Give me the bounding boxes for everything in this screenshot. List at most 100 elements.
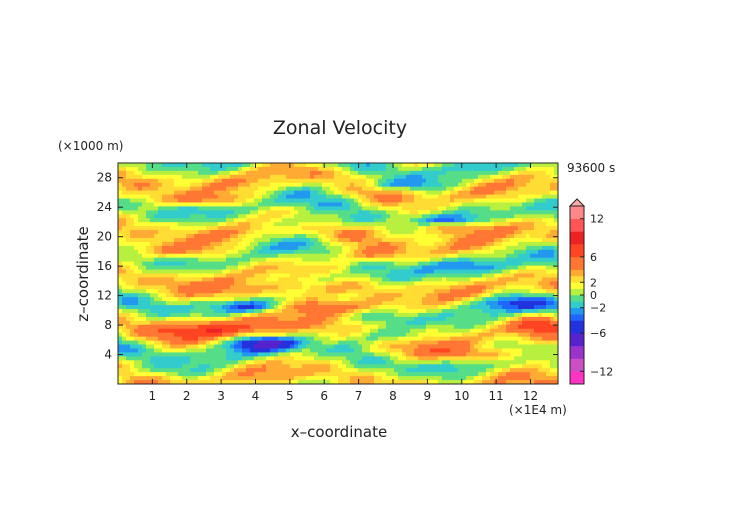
heatmap-cell <box>230 273 235 278</box>
heatmap-cell <box>402 253 407 259</box>
heatmap-cell <box>490 163 495 168</box>
heatmap-cell <box>286 241 291 247</box>
heatmap-cell <box>134 261 139 267</box>
heatmap-cell <box>126 297 131 302</box>
heatmap-cell <box>230 178 235 184</box>
heatmap-cell <box>454 336 459 342</box>
heatmap-cell <box>262 194 267 200</box>
heatmap-cell <box>162 261 167 267</box>
heatmap-cell <box>250 324 255 330</box>
heatmap-cell <box>186 320 191 326</box>
heatmap-cell <box>542 210 547 215</box>
heatmap-cell <box>286 312 291 318</box>
heatmap-cell <box>386 226 391 231</box>
heatmap-cell <box>362 241 367 247</box>
heatmap-cell <box>490 182 495 188</box>
heatmap-cell <box>146 312 151 318</box>
heatmap-cell <box>506 320 511 326</box>
heatmap-cell <box>358 309 363 314</box>
heatmap-cell <box>502 226 507 231</box>
heatmap-cell <box>474 210 479 215</box>
heatmap-cell <box>378 202 383 207</box>
heatmap-cell <box>382 174 387 180</box>
heatmap-cell <box>474 289 479 294</box>
heatmap-cell <box>394 214 399 219</box>
heatmap-cell <box>290 210 295 215</box>
heatmap-cell <box>258 218 263 223</box>
heatmap-cell <box>362 163 367 168</box>
heatmap-cell <box>298 178 303 184</box>
heatmap-cell <box>190 241 195 247</box>
heatmap-cell <box>514 241 519 247</box>
heatmap-cell <box>142 245 147 251</box>
heatmap-cell <box>458 249 463 255</box>
heatmap-cell <box>422 166 427 172</box>
heatmap-cell <box>166 305 171 310</box>
heatmap-cell <box>226 222 231 227</box>
heatmap-cell <box>354 214 359 219</box>
heatmap-cell <box>378 237 383 243</box>
heatmap-cell <box>190 312 195 318</box>
heatmap-cell <box>494 289 499 294</box>
heatmap-cell <box>250 253 255 259</box>
heatmap-cell <box>138 269 143 274</box>
heatmap-cell <box>402 182 407 188</box>
heatmap-cell <box>498 198 503 203</box>
heatmap-cell <box>334 332 339 338</box>
heatmap-cell <box>518 301 523 306</box>
heatmap-cell <box>530 320 535 326</box>
heatmap-cell <box>302 309 307 314</box>
heatmap-cell <box>426 202 431 207</box>
heatmap-cell <box>466 324 471 330</box>
heatmap-cell <box>258 222 263 227</box>
heatmap-cell <box>254 202 259 207</box>
heatmap-cell <box>266 289 271 294</box>
heatmap-cell <box>458 194 463 200</box>
heatmap-cell <box>290 166 295 172</box>
heatmap-cell <box>226 218 231 223</box>
heatmap-cell <box>162 301 167 306</box>
heatmap-cell <box>406 214 411 219</box>
heatmap-cell <box>350 301 355 306</box>
heatmap-cell <box>118 210 123 215</box>
heatmap-cell <box>278 202 283 207</box>
heatmap-cell <box>418 273 423 278</box>
heatmap-cell <box>310 202 315 207</box>
heatmap-cell <box>190 293 195 298</box>
heatmap-cell <box>490 285 495 290</box>
heatmap-cell <box>466 186 471 192</box>
heatmap-cell <box>474 320 479 326</box>
heatmap-cell <box>422 206 427 211</box>
heatmap-cell <box>450 273 455 278</box>
heatmap-cell <box>502 293 507 298</box>
heatmap-cell <box>470 245 475 251</box>
heatmap-cell <box>534 166 539 172</box>
heatmap-cell <box>502 182 507 188</box>
heatmap-cell <box>354 277 359 282</box>
heatmap-cell <box>414 249 419 255</box>
heatmap-cell <box>222 206 227 211</box>
heatmap-cell <box>350 265 355 271</box>
heatmap-cell <box>394 163 399 168</box>
heatmap-cell <box>330 206 335 211</box>
heatmap-cell <box>386 293 391 298</box>
heatmap-cell <box>214 336 219 342</box>
heatmap-cell <box>270 245 275 251</box>
heatmap-cell <box>318 261 323 267</box>
heatmap-cell <box>126 190 131 196</box>
heatmap-cell <box>530 269 535 274</box>
heatmap-cell <box>406 218 411 223</box>
heatmap-cell <box>330 186 335 192</box>
heatmap-cell <box>242 320 247 326</box>
heatmap-cell <box>510 305 515 310</box>
heatmap-cell <box>390 186 395 192</box>
heatmap-cell <box>342 163 347 168</box>
heatmap-cell <box>190 281 195 286</box>
heatmap-cell <box>546 214 551 219</box>
heatmap-cell <box>278 340 283 346</box>
heatmap-cell <box>282 316 287 322</box>
heatmap-cell <box>514 166 519 172</box>
heatmap-cell <box>446 222 451 227</box>
heatmap-cell <box>494 301 499 306</box>
heatmap-cell <box>462 190 467 196</box>
